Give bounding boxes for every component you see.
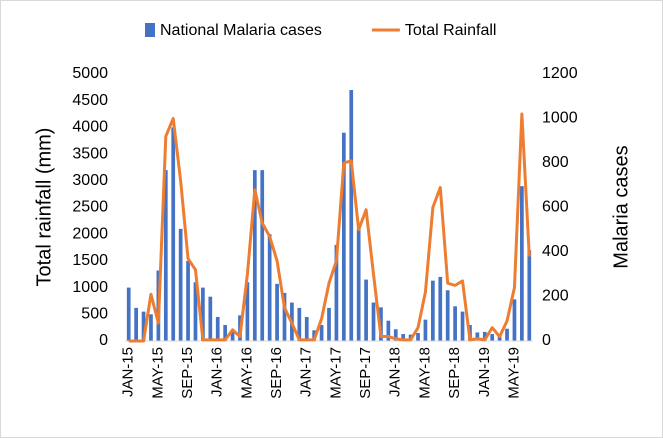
bar xyxy=(319,324,324,341)
bar xyxy=(341,132,346,341)
bar xyxy=(431,280,435,341)
bar xyxy=(453,306,457,341)
bar xyxy=(497,335,502,341)
bar xyxy=(505,328,509,341)
x-tick-label: JAN-19 xyxy=(476,347,493,397)
y-tick-label: 3500 xyxy=(72,145,108,162)
y2-tick-label: 1000 xyxy=(542,110,578,127)
bar xyxy=(438,276,443,341)
bar xyxy=(371,302,376,341)
bar xyxy=(512,299,517,341)
line xyxy=(128,112,531,343)
bar xyxy=(416,332,420,341)
bar xyxy=(149,314,153,341)
x-tick-label: MAY-15 xyxy=(149,347,166,399)
bar xyxy=(186,260,190,341)
bar xyxy=(386,320,391,341)
bar xyxy=(126,287,131,341)
bar xyxy=(163,170,168,341)
x-tick-label: MAY-16 xyxy=(238,347,255,399)
bar xyxy=(364,279,368,341)
bar xyxy=(349,90,354,342)
y-tick-label: 3000 xyxy=(72,172,108,189)
x-tick-label: SEP-18 xyxy=(446,347,463,399)
x-tick-label: MAY-19 xyxy=(505,347,522,399)
x-tick-label: JAN-18 xyxy=(387,347,404,397)
bar xyxy=(282,292,287,341)
bar xyxy=(527,250,532,341)
bar xyxy=(445,290,450,341)
y-tick-label: 0 xyxy=(99,332,108,349)
bar xyxy=(141,311,146,341)
x-tick-label: SEP-15 xyxy=(179,347,196,399)
y2-tick-label: 200 xyxy=(542,288,569,305)
y-tick-label: 1500 xyxy=(72,252,108,269)
y-tick-label: 4500 xyxy=(72,92,108,109)
x-tick-label: JAN-15 xyxy=(120,347,137,397)
bar xyxy=(178,228,183,341)
y2-tick-label: 800 xyxy=(542,154,569,171)
y-tick-label: 500 xyxy=(81,306,108,323)
bar xyxy=(401,334,406,341)
bar xyxy=(356,228,361,341)
y-tick-label: 2500 xyxy=(72,199,108,216)
bar xyxy=(482,331,487,341)
bar xyxy=(423,319,428,341)
bar xyxy=(475,332,480,341)
bar xyxy=(393,329,398,341)
y2-axis-title: Malaria cases xyxy=(610,145,632,268)
bar xyxy=(171,127,176,342)
x-tick-label: SEP-16 xyxy=(268,347,285,399)
bar xyxy=(230,330,235,341)
bar xyxy=(193,282,198,341)
bar xyxy=(215,316,220,341)
bar xyxy=(245,282,250,341)
y2-tick-label: 1200 xyxy=(542,65,578,82)
y2-tick-label: 0 xyxy=(542,332,551,349)
y-tick-label: 5000 xyxy=(72,65,108,82)
bar xyxy=(460,311,465,341)
bar xyxy=(208,296,213,341)
bar xyxy=(252,170,257,341)
bar xyxy=(304,316,309,341)
x-tick-label: MAY-18 xyxy=(416,347,433,399)
bar xyxy=(223,324,227,341)
bar xyxy=(520,186,524,341)
legend-label: National Malaria cases xyxy=(160,22,322,39)
bar xyxy=(201,287,205,341)
legend-label: Total Rainfall xyxy=(405,22,497,39)
bar xyxy=(327,307,331,341)
bar xyxy=(267,234,272,341)
x-tick-label: MAY-17 xyxy=(327,347,344,399)
y-tick-label: 2000 xyxy=(72,225,108,242)
bar xyxy=(134,307,138,341)
bar xyxy=(275,283,279,341)
y2-tick-label: 600 xyxy=(542,199,569,216)
bar xyxy=(334,244,339,341)
x-tick-label: SEP-17 xyxy=(357,347,374,399)
y-tick-label: 4000 xyxy=(72,119,108,136)
bar xyxy=(490,334,495,341)
bar xyxy=(260,170,265,341)
bar xyxy=(297,307,302,341)
y2-tick-label: 400 xyxy=(542,243,569,260)
y-tick-label: 1000 xyxy=(72,279,108,296)
legend-swatch xyxy=(145,23,155,37)
x-tick-label: JAN-16 xyxy=(209,347,226,397)
x-tick-label: JAN-17 xyxy=(298,347,315,397)
y-axis-title: Total rainfall (mm) xyxy=(33,128,55,287)
